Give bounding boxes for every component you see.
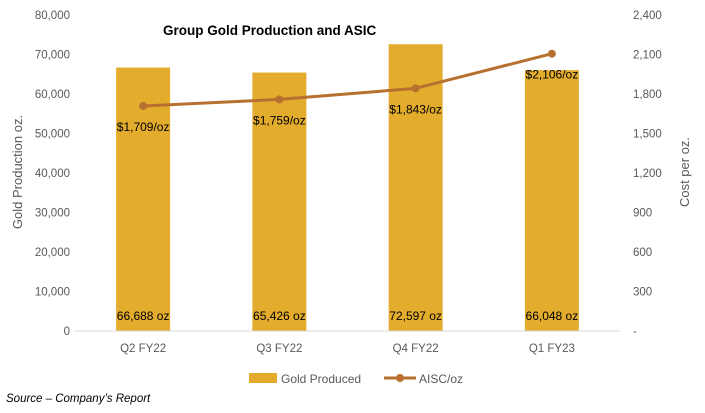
left-tick-label: 60,000 bbox=[35, 89, 70, 101]
left-tick-label: 30,000 bbox=[35, 208, 70, 220]
aisc-data-label: $2,106/oz bbox=[526, 68, 579, 82]
right-tick-label: 900 bbox=[633, 208, 652, 220]
left-tick-label: 70,000 bbox=[35, 50, 70, 62]
right-axis-title: Cost per oz. bbox=[677, 137, 692, 207]
x-tick-label: Q3 FY22 bbox=[256, 343, 302, 355]
aisc-data-label: $1,709/oz bbox=[117, 120, 170, 134]
bar-data-label: 65,426 oz bbox=[253, 309, 306, 323]
aisc-point bbox=[139, 101, 148, 110]
bar-data-label: 72,597 oz bbox=[389, 309, 442, 323]
bar bbox=[524, 70, 579, 331]
legend-label-gold-produced: Gold Produced bbox=[281, 372, 361, 386]
aisc-data-label: $1,759/oz bbox=[253, 113, 306, 127]
left-tick-label: 0 bbox=[64, 326, 70, 338]
chart-title: Group Gold Production and ASIC bbox=[163, 23, 376, 38]
line-series: $1,709/oz $1,759/oz $1,843/oz $2,106/oz bbox=[117, 49, 579, 134]
left-tick-label: 10,000 bbox=[35, 287, 70, 299]
left-tick-label: 40,000 bbox=[35, 168, 70, 180]
x-tick-label: Q4 FY22 bbox=[393, 343, 439, 355]
x-tick-label: Q2 FY22 bbox=[120, 343, 166, 355]
aisc-point bbox=[547, 49, 556, 58]
legend-label-aisc: AISC/oz bbox=[419, 372, 463, 386]
right-tick-label: 2,400 bbox=[633, 10, 662, 22]
right-tick-label: 1,200 bbox=[633, 168, 662, 180]
right-tick-label: 600 bbox=[633, 247, 652, 259]
bar-series: 66,688 oz 65,426 oz 72,597 oz 66,048 oz bbox=[116, 44, 579, 332]
legend: Gold Produced AISC/oz bbox=[249, 372, 463, 386]
right-tick-label: - bbox=[633, 326, 637, 338]
x-tick-label: Q1 FY23 bbox=[529, 343, 575, 355]
legend-swatch-aisc-marker bbox=[396, 374, 404, 382]
right-tick-label: 300 bbox=[633, 287, 652, 299]
x-axis-ticks: Q2 FY22 Q3 FY22 Q4 FY22 Q1 FY23 bbox=[120, 343, 575, 355]
bar-data-label: 66,048 oz bbox=[526, 309, 579, 323]
left-tick-label: 20,000 bbox=[35, 247, 70, 259]
bar bbox=[116, 67, 171, 331]
legend-swatch-gold-produced bbox=[249, 373, 277, 383]
right-tick-label: 1,800 bbox=[633, 89, 662, 101]
aisc-point bbox=[275, 95, 284, 104]
right-axis-ticks: - 300 600 900 1,200 1,500 1,800 2,100 2,400 bbox=[633, 10, 662, 338]
right-tick-label: 2,100 bbox=[633, 50, 662, 62]
bar-data-label: 66,688 oz bbox=[117, 309, 170, 323]
right-tick-label: 1,500 bbox=[633, 129, 662, 141]
bar bbox=[252, 72, 307, 332]
aisc-line bbox=[143, 52, 553, 108]
aisc-point bbox=[411, 84, 420, 93]
left-axis-title: Gold Production oz. bbox=[10, 115, 25, 229]
left-tick-label: 80,000 bbox=[35, 10, 70, 22]
left-axis-ticks: 0 10,000 20,000 30,000 40,000 50,000 60,000 70,… bbox=[35, 10, 70, 338]
left-tick-label: 50,000 bbox=[35, 129, 70, 141]
aisc-data-label: $1,843/oz bbox=[389, 102, 442, 116]
source-note: Source – Company’s Report bbox=[6, 393, 151, 405]
